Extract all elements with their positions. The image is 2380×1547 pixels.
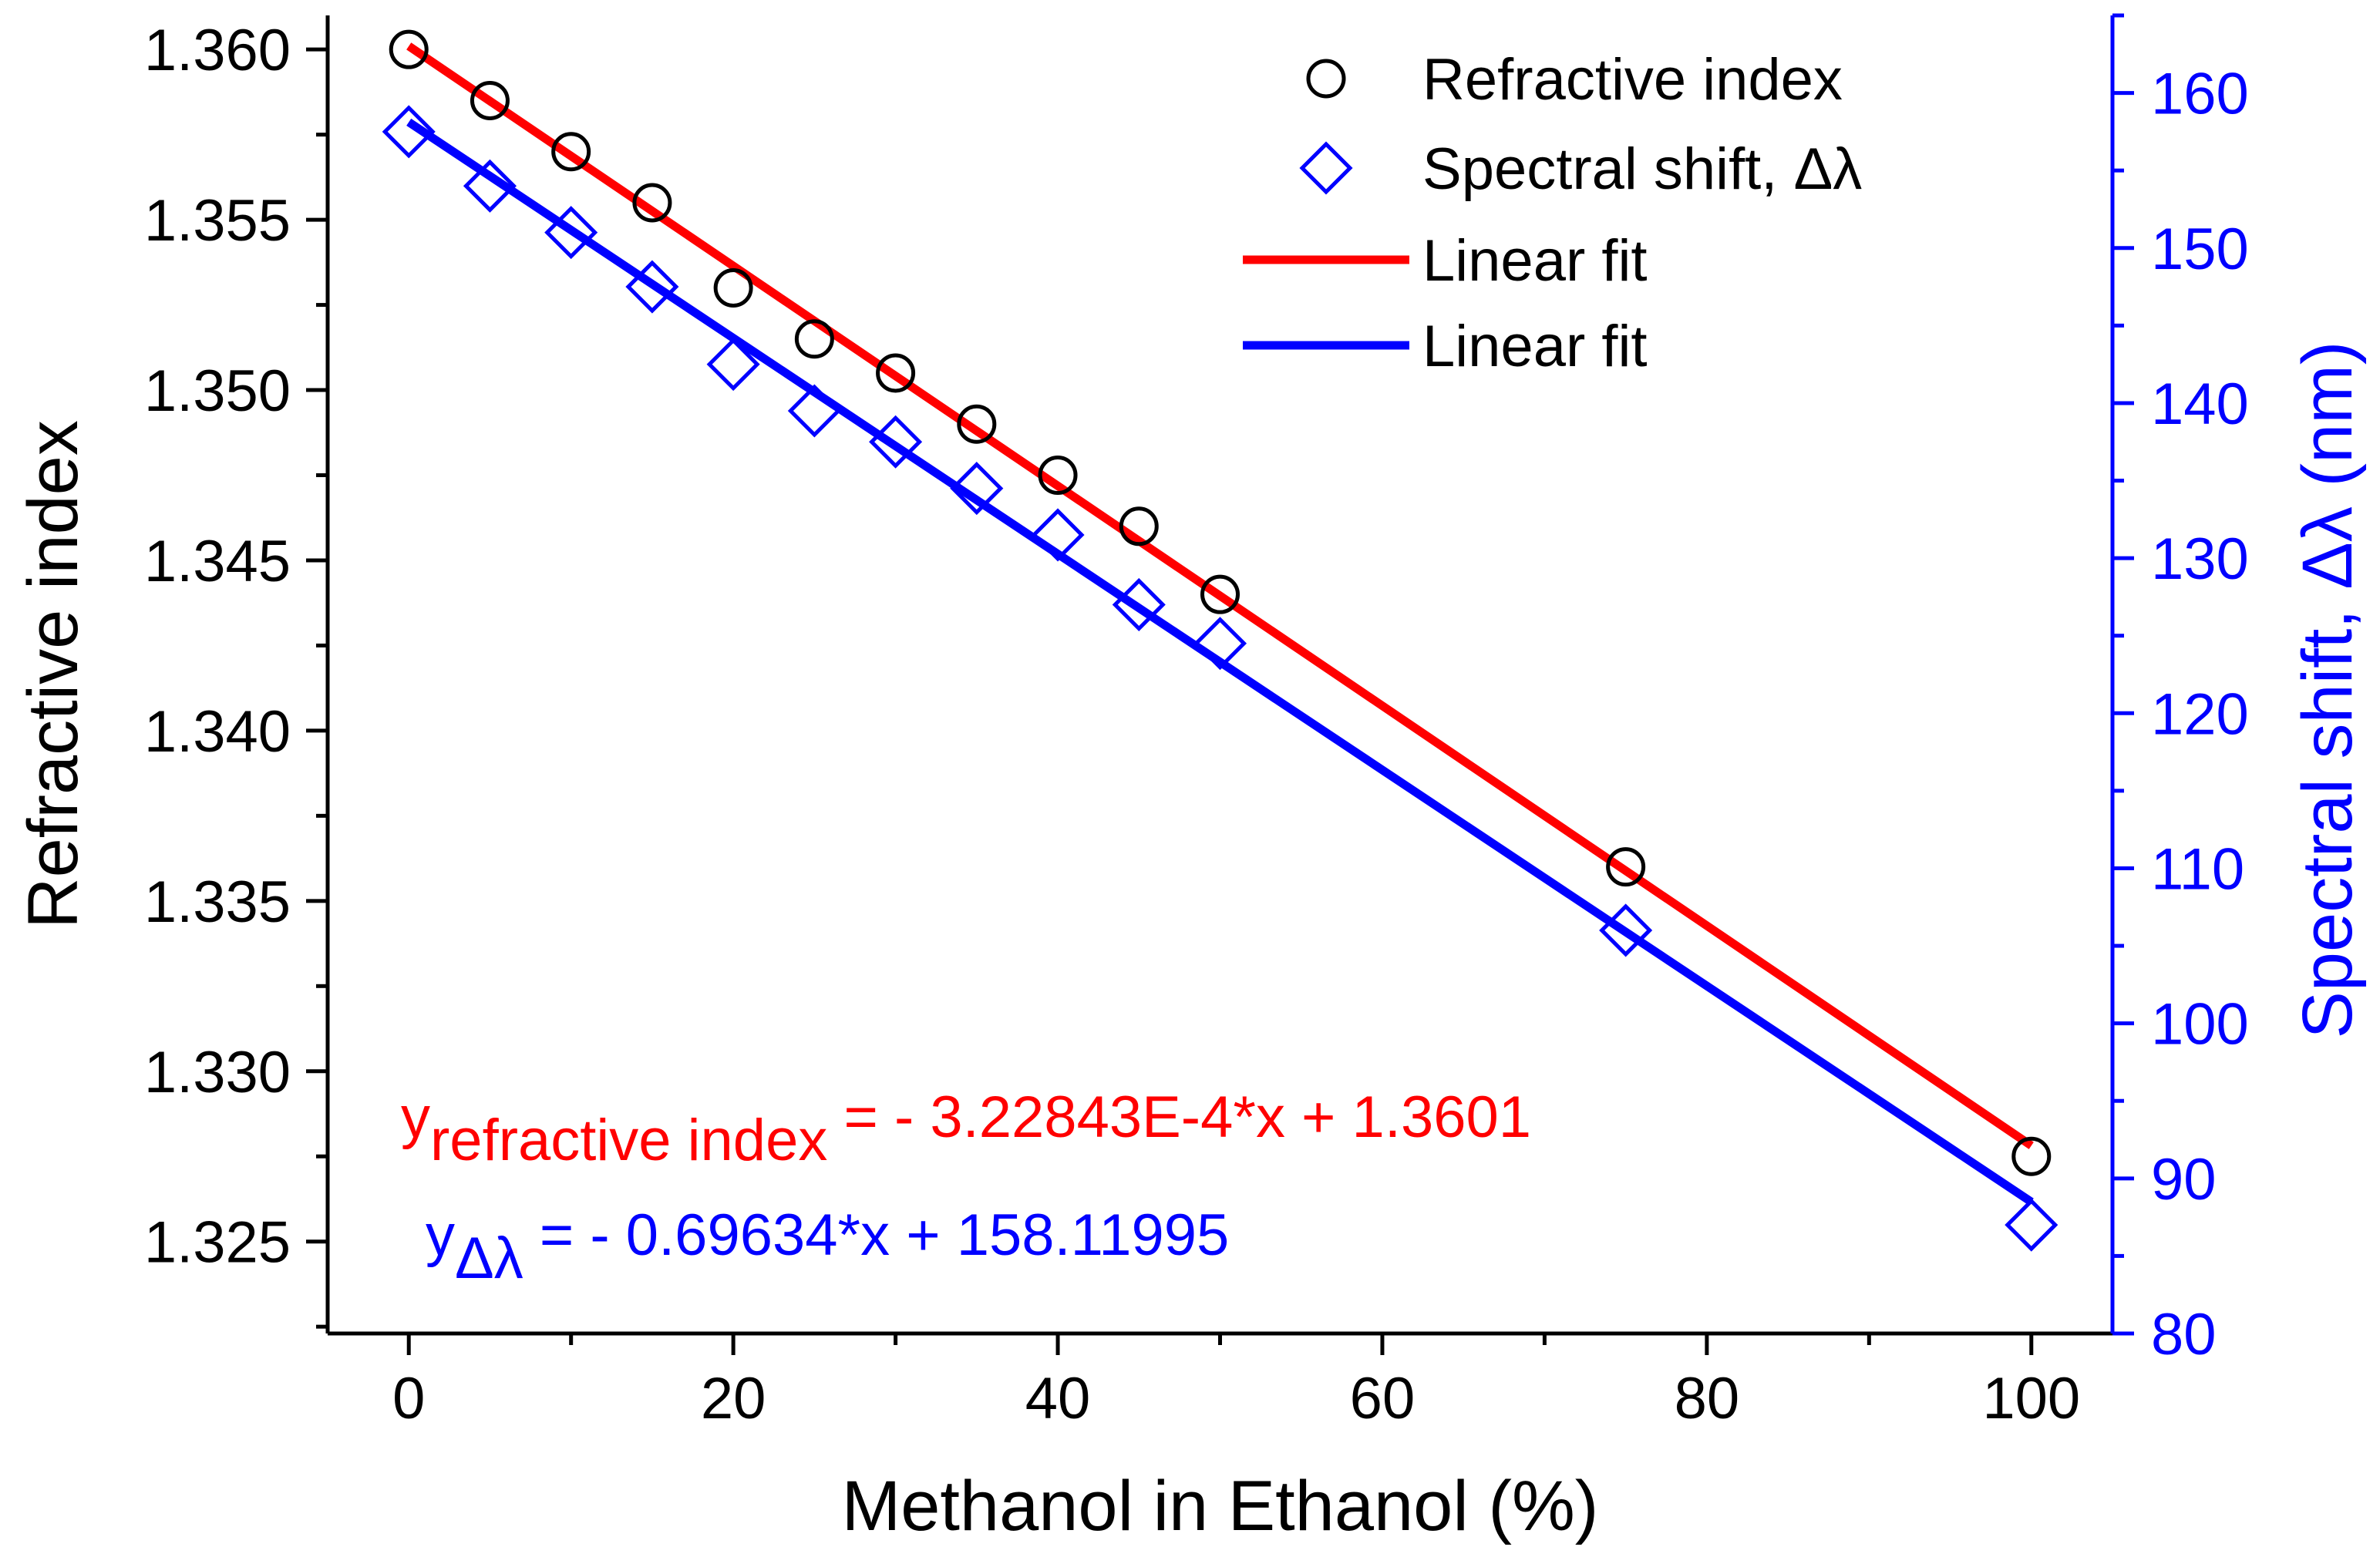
equation-formula: = - 3.22843E-4*x + 1.3601 xyxy=(827,1085,1531,1150)
refractive-index-point xyxy=(1200,574,1240,614)
y-right-tick-label: 90 xyxy=(2151,1147,2217,1212)
y-right-tick-label: 150 xyxy=(2151,217,2249,282)
y-right-tick-label: 80 xyxy=(2151,1302,2217,1367)
x-tick-label: 40 xyxy=(1025,1366,1091,1431)
spectral-shift-point xyxy=(1599,903,1653,957)
refractive-index-point xyxy=(1038,456,1078,496)
equation-y-symbol: y xyxy=(401,1085,430,1150)
y-left-tick-label: 1.355 xyxy=(144,188,291,254)
refractive-index-point xyxy=(632,183,672,223)
y-left-tick-label: 1.350 xyxy=(144,358,291,424)
x-tick-label: 60 xyxy=(1350,1366,1416,1431)
spectral-shift-point xyxy=(869,415,923,469)
y-right-tick-label: 140 xyxy=(2151,372,2249,437)
y-right-tick-label: 130 xyxy=(2151,526,2249,592)
refractive-index-point xyxy=(470,80,510,120)
refractive-index-point xyxy=(2011,1136,2052,1176)
fit-lines xyxy=(406,42,2034,1206)
refractive-index-point xyxy=(713,267,753,308)
y-left-tick-label: 1.340 xyxy=(144,699,291,765)
refractive-index-point xyxy=(794,319,834,359)
y-right-tick-label: 120 xyxy=(2151,681,2249,747)
legend-label-refractive-index: Refractive index xyxy=(1422,47,1843,113)
spectral-shift-point xyxy=(950,462,1004,516)
spectral-shift-point xyxy=(544,206,598,260)
refractive-index-point xyxy=(1119,506,1159,546)
legend-diamond-marker xyxy=(1299,141,1353,195)
equation-formula: = - 0.69634*x + 158.11995 xyxy=(523,1202,1230,1268)
fit-line-left xyxy=(406,42,2034,1149)
x-tick-label: 80 xyxy=(1675,1366,1740,1431)
spectral-shift-point xyxy=(463,159,517,213)
spectral-shift-point xyxy=(2005,1198,2059,1252)
x-axis-label: Methanol in Ethanol (%) xyxy=(842,1467,1599,1545)
annotations: yrefractive index = - 3.22843E-4*x + 1.3… xyxy=(401,1085,1531,1291)
equation-y-symbol: y xyxy=(426,1202,455,1268)
legend-label-linear-fit-red: Linear fit xyxy=(1422,228,1648,294)
x-tick-label: 0 xyxy=(392,1366,425,1431)
refractive-index-point xyxy=(551,132,591,172)
axes: 0 20 40 60 80 100 1.325 1.330 1.335 1.340 1.345 1.3… xyxy=(14,13,2367,1545)
data-markers xyxy=(382,29,2059,1252)
legend-label-spectral-shift: Spectral shift, Δλ xyxy=(1422,136,1862,202)
fit-line-right xyxy=(406,118,2034,1206)
refractive-index-point xyxy=(876,353,916,393)
equation-spectral-shift: yΔλ = - 0.69634*x + 158.11995 xyxy=(426,1202,1229,1291)
y-left-tick-label: 1.345 xyxy=(144,529,291,594)
equation-refractive-index: yrefractive index = - 3.22843E-4*x + 1.3… xyxy=(401,1085,1531,1173)
y-right-tick-label: 110 xyxy=(2151,836,2244,902)
legend-label-linear-fit-blue: Linear fit xyxy=(1422,314,1648,379)
x-tick-label: 20 xyxy=(701,1366,766,1431)
y-right-tick-label: 100 xyxy=(2151,992,2249,1058)
refractive-index-point xyxy=(957,404,997,444)
y-left-tick-label: 1.360 xyxy=(144,18,291,83)
equation-subscript: refractive index xyxy=(430,1108,827,1173)
spectral-shift-point xyxy=(625,260,679,314)
y-right-tick-label: 160 xyxy=(2151,62,2249,127)
equation-subscript: Δλ xyxy=(455,1226,523,1291)
spectral-shift-point xyxy=(1193,617,1247,671)
refractive-index-point xyxy=(389,29,429,69)
x-tick-label: 100 xyxy=(1982,1366,2080,1431)
y-left-tick-label: 1.335 xyxy=(144,869,291,935)
spectral-shift-point xyxy=(1112,577,1166,632)
y-left-axis-label: Refractive index xyxy=(14,420,93,929)
y-left-tick-label: 1.325 xyxy=(144,1210,291,1276)
spectral-shift-point xyxy=(1031,508,1085,562)
legend: Refractive index Spectral shift, Δλ Linear… xyxy=(1243,47,1862,379)
spectral-shift-point xyxy=(787,384,841,438)
y-left-tick-label: 1.330 xyxy=(144,1040,291,1105)
spectral-shift-point xyxy=(382,105,436,159)
legend-circle-marker xyxy=(1306,59,1346,99)
refractive-index-point xyxy=(1606,847,1646,887)
spectral-shift-point xyxy=(706,338,760,392)
y-right-axis-label: Spectral shift, Δλ (nm) xyxy=(2288,341,2367,1039)
